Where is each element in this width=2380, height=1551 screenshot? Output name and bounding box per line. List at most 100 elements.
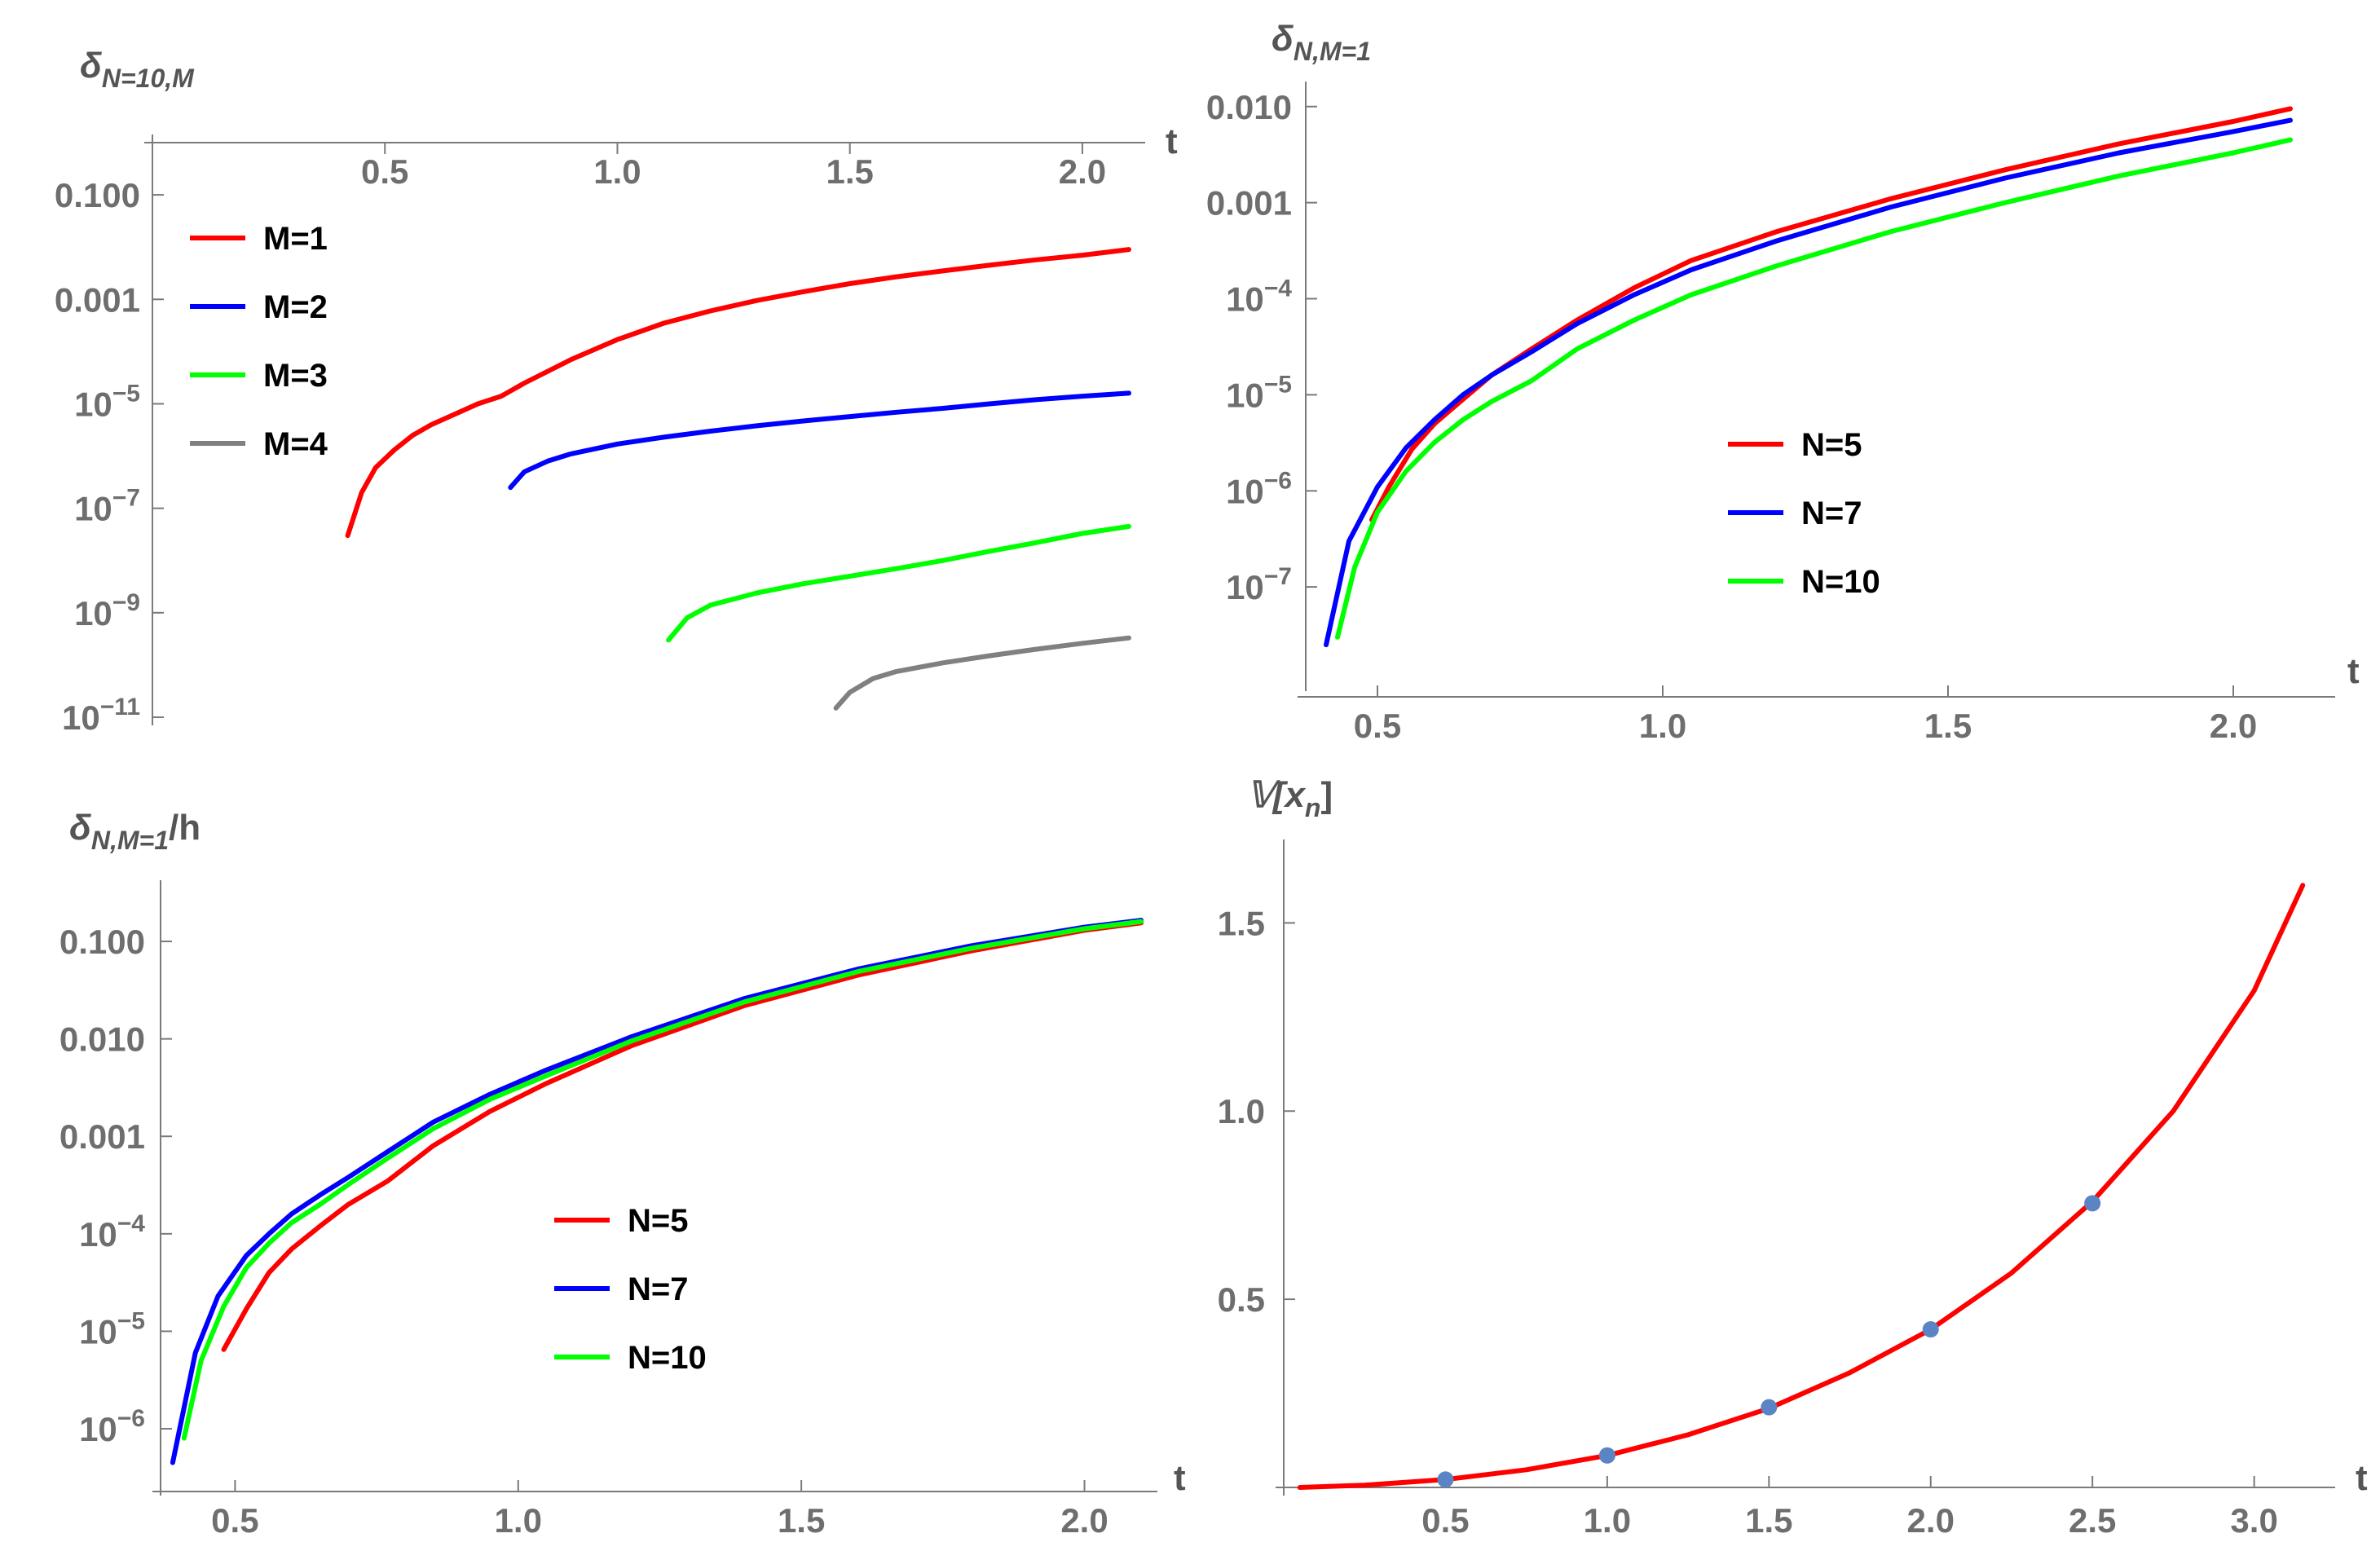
y-tick-label-base: 0.5	[1218, 1280, 1265, 1319]
y-tick-label-base: 1.5	[1218, 904, 1265, 942]
y-tick-label-base: 0.001	[1206, 184, 1292, 223]
y-tick-label-exponent: −5	[1264, 371, 1292, 398]
y-tick-label: 0.5	[1218, 1280, 1265, 1319]
legend-label: N=5	[628, 1203, 689, 1239]
y-tick-label-exponent: −6	[117, 1405, 145, 1432]
data-point	[1437, 1471, 1454, 1488]
y-tick-label-exponent: −4	[1264, 275, 1293, 302]
y-tick-label-exponent: −5	[117, 1307, 145, 1334]
series-line-m-4	[833, 635, 1131, 711]
x-tick-label: 2.5	[2069, 1501, 2116, 1540]
legend-label: N=7	[628, 1271, 689, 1307]
y-tick-label: 10−7	[1226, 563, 1292, 606]
y-tick-label-base: 0.010	[60, 1020, 145, 1059]
y-tick-label: 0.001	[1206, 184, 1292, 223]
x-tick-label: 2.0	[1907, 1501, 1955, 1540]
series-line-n-10	[181, 919, 1144, 1441]
panel-title-tail: ]	[1320, 775, 1333, 815]
x-axis-label: t	[1174, 1458, 1186, 1498]
y-tick-label: 10−5	[74, 380, 140, 423]
panel-title-main: 𝕍[x	[1247, 775, 1306, 815]
y-tick-label: 10−7	[74, 485, 140, 528]
x-tick-label: 1.5	[1924, 707, 1972, 745]
y-tick-label: 10−6	[79, 1405, 145, 1448]
y-tick-label-base: 0.010	[1206, 88, 1292, 126]
y-tick-label: 0.010	[1206, 88, 1292, 126]
y-tick-label: 0.001	[55, 280, 140, 319]
x-tick-label: 2.0	[1059, 152, 1106, 191]
series-line-m-2	[508, 390, 1131, 491]
y-tick-label: 10−9	[74, 589, 140, 632]
data-point	[1761, 1399, 1778, 1416]
y-tick-label-exponent: −5	[112, 380, 140, 407]
x-tick-label: 0.5	[361, 152, 408, 191]
legend-label: N=10	[1801, 564, 1880, 600]
legend-label: N=10	[628, 1340, 707, 1376]
y-tick-label: 0.100	[60, 923, 145, 961]
y-tick-label: 10−4	[79, 1210, 145, 1254]
y-tick-label-base: 10	[74, 594, 112, 632]
panel-title-subscript: n	[1305, 793, 1321, 822]
legend-label: N=5	[1801, 427, 1862, 463]
y-tick-label: 10−4	[1226, 275, 1292, 319]
y-tick-label: 10−11	[62, 694, 140, 737]
x-tick-label: 1.0	[1639, 707, 1686, 745]
chart-panel-3: tδN,M=1/h0.5 1.0 1.5 2.010−610−510−40.0010.…	[60, 808, 1186, 1540]
legend-label: M=2	[263, 289, 328, 325]
y-tick-label-base: 10	[62, 698, 100, 737]
y-tick-label-exponent: −7	[1264, 563, 1292, 590]
panel-title-main: δ	[80, 46, 102, 86]
y-tick-label-base: 0.001	[60, 1117, 145, 1156]
y-tick-label-base: 10	[79, 1215, 117, 1254]
x-axis-label: t	[2356, 1458, 2368, 1498]
chart-panel-2: tδN,M=10.5 1.0 1.5 2.010−710−610−510−40.001…	[1206, 19, 2360, 745]
y-tick-label: 0.100	[55, 176, 140, 214]
y-tick-label-exponent: −4	[117, 1210, 146, 1237]
x-tick-label: 1.5	[778, 1501, 825, 1540]
y-tick-label: 1.0	[1218, 1092, 1265, 1130]
legend-label: N=7	[1801, 496, 1862, 531]
y-tick-label: 1.5	[1218, 904, 1265, 942]
data-point	[1598, 1447, 1615, 1464]
x-tick-label: 2.0	[2210, 707, 2257, 745]
x-tick-label: 2.0	[1060, 1501, 1108, 1540]
y-tick-label-base: 10	[1226, 472, 1264, 510]
y-tick-label-exponent: −11	[100, 694, 140, 720]
series-line-n-7	[1324, 117, 2293, 648]
panel-title: δN,M=1	[1272, 19, 1371, 66]
y-tick-label-exponent: −7	[112, 485, 140, 512]
y-tick-label: 10−5	[1226, 371, 1292, 414]
panel-title-tail: /h	[169, 808, 201, 848]
y-tick-label: 0.001	[60, 1117, 145, 1156]
x-tick-label: 0.5	[1354, 707, 1401, 745]
series-line-n-7	[170, 918, 1144, 1465]
series-line-n-10	[1335, 137, 2293, 640]
x-axis-label: t	[2347, 651, 2360, 691]
y-tick-label-base: 10	[1226, 376, 1264, 414]
x-tick-label: 0.5	[211, 1501, 258, 1540]
x-tick-label: 1.5	[826, 152, 874, 191]
y-tick-label: 0.010	[60, 1020, 145, 1059]
y-tick-label-base: 10	[74, 490, 112, 528]
panel-title-main: δ	[69, 808, 91, 848]
y-tick-label-base: 10	[79, 1312, 117, 1351]
x-tick-label: 1.5	[1745, 1501, 1792, 1540]
legend-label: M=3	[263, 358, 328, 394]
panel-title-subscript: N=10,M	[102, 64, 195, 93]
y-tick-label: 10−5	[79, 1307, 145, 1351]
x-tick-label: 0.5	[1421, 1501, 1469, 1540]
legend-label: M=4	[263, 426, 328, 462]
panel-title: δN=10,M	[80, 46, 195, 93]
series-line-n-5	[1369, 106, 2293, 522]
y-tick-label-exponent: −6	[1264, 467, 1292, 494]
series-line-m-1	[345, 247, 1131, 539]
panel-title: δN,M=1/h	[69, 808, 201, 855]
legend-label: M=1	[263, 221, 328, 257]
y-tick-label-base: 10	[79, 1410, 117, 1448]
x-tick-label: 1.0	[495, 1501, 542, 1540]
chart-panel-1: tδN=10,M0.5 1.0 1.5 2.010−1110−910−710−50.0…	[55, 46, 1178, 737]
y-tick-label-base: 10	[1226, 280, 1264, 319]
series-line-m-3	[666, 523, 1131, 643]
x-tick-label: 1.0	[1584, 1501, 1631, 1540]
